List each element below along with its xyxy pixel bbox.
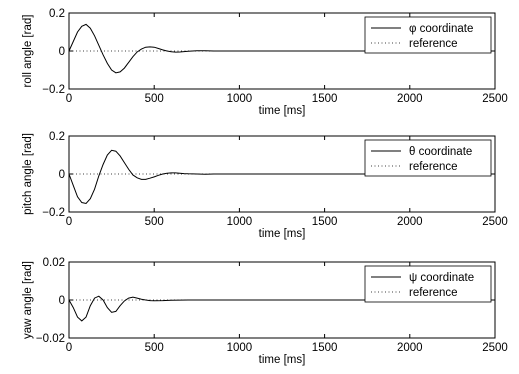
y-tick-label: −0.2	[42, 84, 65, 96]
y-axis-label: pitch angle [rad]	[22, 133, 34, 215]
legend-box	[364, 139, 492, 177]
legend-label-reference: reference	[409, 38, 458, 50]
x-tick-label: 1000	[227, 216, 253, 228]
x-tick-label: 2000	[397, 93, 423, 105]
x-axis-label: time [ms]	[259, 354, 306, 366]
y-tick-label: 0	[59, 295, 65, 307]
x-axis-label: time [ms]	[259, 228, 306, 240]
legend-label-coordinate: ψ coordinate	[409, 272, 474, 284]
y-axis-label: roll angle [rad]	[22, 15, 34, 88]
series-line-coordinate	[68, 149, 495, 205]
legend-label-coordinate: θ coordinate	[409, 146, 472, 158]
y-tick-label: −0.2	[42, 207, 65, 219]
y-tick-label: 0.2	[49, 131, 65, 143]
x-tick-label: 0	[66, 216, 72, 228]
legend-label-reference: reference	[409, 161, 458, 173]
y-tick-label: 0	[59, 169, 65, 181]
y-tick-label: −0.02	[36, 333, 65, 345]
x-tick-label: 1000	[227, 342, 253, 354]
x-tick-label: 1500	[312, 216, 338, 228]
x-tick-label: 1500	[312, 93, 338, 105]
series-line-coordinate	[68, 295, 495, 322]
y-tick-label: 0.02	[43, 257, 65, 269]
x-tick-label: 500	[145, 216, 164, 228]
x-tick-label: 2500	[482, 342, 508, 354]
legend-box	[364, 265, 492, 303]
x-tick-label: 2000	[397, 216, 423, 228]
y-axis-label: yaw angle [rad]	[22, 261, 34, 339]
x-tick-label: 500	[145, 93, 164, 105]
x-tick-label: 0	[66, 93, 72, 105]
x-tick-label: 1500	[312, 342, 338, 354]
y-tick-label: 0	[59, 46, 65, 58]
y-tick-label: 0.2	[49, 8, 65, 20]
legend-label-coordinate: φ coordinate	[409, 23, 473, 35]
x-tick-label: 1000	[227, 93, 253, 105]
x-axis-label: time [ms]	[259, 105, 306, 117]
series-line-coordinate	[68, 23, 495, 74]
x-tick-label: 2500	[482, 216, 508, 228]
x-tick-label: 2000	[397, 342, 423, 354]
x-tick-label: 500	[145, 342, 164, 354]
x-tick-label: 0	[66, 342, 72, 354]
x-tick-label: 2500	[482, 93, 508, 105]
legend-box	[364, 16, 492, 54]
legend-label-reference: reference	[409, 287, 458, 299]
